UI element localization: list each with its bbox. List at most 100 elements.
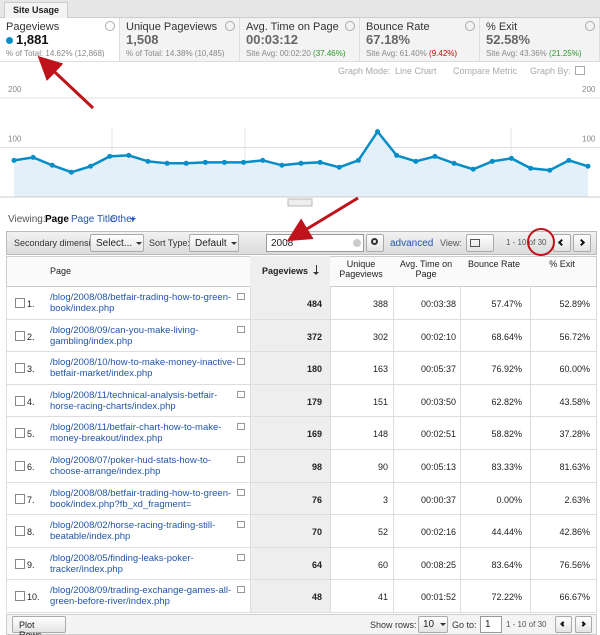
show-rows-select[interactable]: 10 [418, 616, 448, 633]
page-link[interactable]: /blog/2008/08/betfair-trading-how-to-gre… [50, 292, 232, 314]
table-cell: 00:03:38 [420, 299, 456, 309]
page-link[interactable]: /blog/2008/08/betfair-trading-how-to-gre… [50, 487, 232, 510]
metric-box[interactable]: Avg. Time on Page 00:03:12 Site Avg: 00:02… [240, 18, 360, 62]
checkbox[interactable] [15, 395, 25, 406]
table-cell: 68.64% [491, 331, 522, 342]
checkbox[interactable] [15, 298, 25, 308]
open-link-icon[interactable] [237, 390, 245, 398]
checkbox[interactable] [15, 363, 25, 374]
page-link[interactable]: /blog/2008/11/technical-analysis-betfair… [50, 389, 218, 412]
metric-box[interactable]: Bounce Rate 67.18% Site Avg: 61.40% (9.42%… [360, 18, 480, 62]
point [566, 157, 572, 163]
metric-note: Site Avg: 43.36% (21.25%) [486, 49, 582, 58]
open-link-icon[interactable] [237, 423, 245, 431]
help-icon[interactable] [465, 21, 475, 31]
point [413, 158, 419, 164]
view-option[interactable]: Page [45, 214, 69, 225]
line-chart: 100100200200Jan 29Feb 5Feb 12Feb 19 [0, 85, 600, 207]
page-button[interactable] [555, 616, 572, 633]
goto-input[interactable]: 1 [480, 616, 502, 633]
view-label: View: [440, 238, 462, 248]
page-link[interactable]: /blog/2008/10/how-to-make-money-inactive… [50, 357, 236, 380]
search-box[interactable]: 2008 [266, 234, 364, 252]
column-header[interactable]: Avg. Time on Page [399, 259, 453, 279]
checkbox[interactable] [15, 493, 25, 504]
graph-control[interactable]: Graph By: [530, 66, 571, 76]
cell-divider [330, 319, 331, 353]
cell-divider [393, 287, 394, 320]
help-icon[interactable] [585, 21, 595, 31]
metric-box[interactable]: Unique Pageviews 1,508 % of Total: 14.38% … [120, 18, 240, 62]
metric-label: Unique Pageviews [126, 21, 218, 33]
advanced-link[interactable]: advanced [390, 238, 434, 249]
cell-divider [393, 319, 394, 353]
open-link-icon[interactable] [237, 358, 245, 366]
cell-divider [393, 515, 394, 548]
checkbox[interactable] [15, 461, 25, 471]
table-cell: 7. [27, 494, 35, 505]
tab[interactable]: Site Usage [4, 2, 69, 18]
help-icon[interactable] [345, 21, 355, 31]
open-link-icon[interactable] [237, 325, 245, 333]
y-tick-label: 100 [582, 134, 596, 143]
open-link-icon[interactable] [237, 586, 245, 594]
table-cell: 66.67% [559, 592, 590, 603]
y-tick-label: 200 [8, 85, 22, 94]
view-option[interactable]: Other [110, 214, 136, 225]
column-header[interactable]: % Exit [549, 259, 575, 269]
open-link-icon[interactable] [237, 553, 245, 561]
table-cell: 64 [311, 559, 322, 570]
open-link-icon[interactable] [237, 293, 245, 300]
page-button[interactable] [575, 616, 592, 633]
cell-divider [460, 482, 461, 516]
page-link[interactable]: /blog/2008/05/finding-leaks-poker-tracke… [50, 552, 194, 575]
plot-rows-button[interactable]: Plot Rows [12, 616, 66, 635]
cell-divider [393, 580, 394, 613]
point [279, 162, 285, 168]
cell-divider [460, 384, 461, 418]
view-button[interactable] [466, 234, 494, 252]
table-row [6, 287, 597, 320]
sort-select[interactable]: Default [189, 234, 239, 252]
cell-divider [393, 384, 394, 418]
dropdown-arrow [136, 242, 142, 248]
checkbox[interactable] [15, 330, 25, 341]
cell-divider [460, 287, 461, 320]
page-link[interactable]: /blog/2008/07/poker-hud-stats-how-to-cho… [50, 455, 212, 477]
metric-box[interactable]: % Exit 52.58% Site Avg: 43.36% (21.25%) [480, 18, 600, 62]
page-link[interactable]: /blog/2008/11/betfair-chart-how-to-make-… [50, 422, 222, 445]
checkbox[interactable] [15, 428, 25, 439]
metric-box[interactable]: Pageviews 1,881 % of Total: 14.62% (12,868… [0, 18, 120, 62]
column-header[interactable]: Bounce Rate [467, 259, 521, 269]
sort-arrow [316, 265, 317, 274]
open-link-icon[interactable] [237, 488, 245, 496]
table-cell: 83.64% [491, 559, 522, 570]
cell-divider [460, 417, 461, 450]
table-cell: 58.82% [491, 429, 522, 440]
open-link-icon[interactable] [237, 521, 245, 529]
column-header[interactable]: Page [50, 266, 72, 276]
page-button[interactable] [573, 234, 591, 252]
table-cell: 148 [372, 429, 388, 440]
page-link[interactable]: /blog/2008/09/trading-exchange-games-all… [50, 585, 232, 608]
view-option[interactable]: Page Title [71, 214, 116, 225]
cell-divider [250, 547, 251, 581]
help-icon[interactable] [105, 21, 115, 31]
secondary-select[interactable]: Select... [90, 234, 144, 252]
checkbox[interactable] [15, 558, 25, 569]
cell-divider [530, 287, 531, 320]
page-link[interactable]: /blog/2008/09/can-you-make-living-gambli… [50, 324, 199, 347]
help-icon[interactable] [225, 21, 235, 31]
graph-control[interactable]: Line Chart [395, 66, 437, 76]
cell-divider [393, 417, 394, 450]
checkbox[interactable] [15, 591, 25, 602]
open-link-icon[interactable] [237, 456, 245, 463]
table-cell: 9. [27, 559, 35, 570]
page-link[interactable]: /blog/2008/02/horse-racing-trading-still… [50, 520, 216, 543]
table-cell: 484 [306, 299, 322, 309]
checkbox[interactable] [15, 526, 25, 537]
column-header[interactable]: Unique Pageviews [339, 259, 383, 279]
cell-divider [530, 450, 531, 483]
column-header[interactable]: Pageviews [262, 266, 309, 276]
graph-control[interactable]: Compare Metric [453, 66, 518, 76]
